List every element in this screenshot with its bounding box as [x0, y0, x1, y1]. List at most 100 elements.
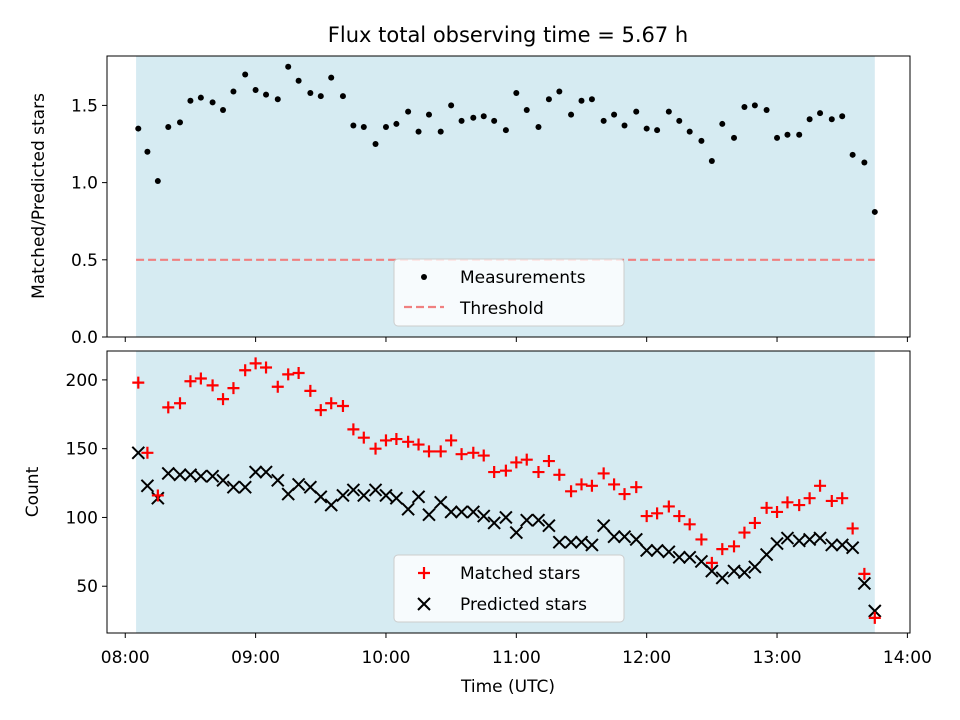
matched-star-point	[520, 453, 533, 466]
measurement-point	[372, 141, 379, 148]
x-tick-label: 14:00	[883, 648, 932, 668]
matched-star-point	[488, 466, 501, 479]
predicted-star-point	[531, 513, 546, 527]
predicted-star-point	[694, 554, 709, 569]
measurement-point	[295, 77, 302, 84]
measurement-point	[274, 96, 281, 103]
matched-star-point	[728, 540, 741, 553]
measurement-point	[425, 111, 432, 118]
matched-star-point	[325, 397, 338, 410]
predicted-star-point	[401, 502, 415, 516]
top-y-axis-label: Matched/Predicted stars	[29, 93, 49, 299]
predicted-star-point	[303, 480, 318, 494]
measurement-point	[350, 122, 357, 129]
matched-star-point	[542, 455, 555, 468]
measurement-point	[741, 103, 748, 110]
matched-star-point	[825, 494, 838, 507]
measurement-point	[784, 131, 791, 138]
predicted-star-point	[281, 487, 295, 501]
bottom-y-axis-label: Count	[23, 466, 43, 517]
matched-star-point	[390, 433, 403, 446]
measurement-point	[676, 117, 683, 124]
predicted-star-point	[422, 507, 436, 522]
measurement-point	[187, 97, 194, 104]
predicted-star-point	[835, 538, 849, 552]
top-y-axis-ticks: 0.0 0.5 1.0 1.5	[71, 96, 107, 348]
matched-star-point	[618, 488, 631, 501]
measurement-point	[849, 151, 856, 158]
matched-star-point	[239, 364, 252, 377]
measurement-point	[708, 157, 715, 164]
predicted-star-point	[259, 465, 273, 479]
predicted-star-point	[857, 576, 872, 591]
predicted-star-point	[617, 529, 632, 544]
bottom-x-axis-ticks: 08:00 09:00 10:00 11:00 12:00 13:00 14:00	[101, 633, 932, 668]
measurement-point	[719, 120, 726, 127]
measurement-point	[360, 124, 367, 131]
x-tick-label: 12:00	[622, 648, 671, 668]
matched-stars-points	[132, 357, 881, 624]
legend-threshold-label: Threshold	[459, 299, 544, 319]
predicted-star-point	[216, 473, 230, 488]
measurement-point	[242, 71, 249, 78]
predicted-star-point	[520, 513, 534, 527]
matched-star-point	[271, 380, 284, 393]
matched-star-point	[132, 376, 145, 389]
predicted-star-point	[650, 543, 664, 558]
x-tick-label: 08:00	[101, 648, 150, 668]
matched-star-point	[565, 485, 578, 498]
predicted-star-point	[564, 535, 578, 549]
predicted-star-point	[672, 550, 686, 565]
predicted-star-point	[411, 490, 426, 504]
top-legend-box	[393, 258, 625, 327]
matched-star-point	[793, 499, 806, 512]
measurement-point	[654, 127, 661, 134]
predicted-star-point	[813, 531, 827, 545]
predicted-star-point	[487, 516, 501, 530]
legend-predicted-label: Predicted stars	[460, 595, 587, 615]
bottom-legend: Matched stars Predicted stars	[393, 554, 625, 623]
matched-star-point	[422, 445, 435, 458]
matched-star-point	[738, 526, 751, 539]
predicted-star-point	[389, 491, 404, 505]
measurement-point	[861, 159, 868, 166]
measurement-point	[556, 88, 563, 95]
matched-star-point	[575, 478, 588, 491]
matched-star-point	[748, 516, 761, 529]
matched-star-point	[771, 505, 784, 518]
matched-star-point	[455, 448, 468, 461]
predicted-star-point	[845, 541, 860, 555]
matched-star-point	[174, 397, 186, 410]
matched-star-point	[803, 492, 816, 505]
predicted-star-point	[466, 505, 481, 519]
predicted-star-point	[759, 547, 774, 562]
measurement-point	[448, 102, 455, 109]
predicted-star-point	[607, 529, 621, 544]
measurement-point	[382, 124, 389, 131]
predicted-star-point	[748, 560, 762, 574]
predicted-star-point	[552, 535, 567, 549]
measurement-point	[600, 117, 607, 124]
measurement-point	[154, 178, 161, 185]
matched-star-point	[499, 464, 512, 477]
measurement-point	[437, 128, 444, 135]
x-tick-label: 11:00	[492, 648, 541, 668]
measurement-point	[220, 107, 227, 114]
measurement-point	[817, 110, 824, 117]
matched-star-point	[608, 478, 621, 491]
measurement-point	[568, 111, 575, 118]
predicted-star-point	[238, 480, 252, 494]
matched-star-point	[662, 500, 675, 513]
matched-star-point	[597, 467, 610, 480]
measurement-point	[470, 114, 477, 121]
matched-star-point	[467, 446, 480, 459]
matched-star-point	[868, 611, 881, 624]
matched-star-point	[760, 501, 773, 514]
predicted-star-point	[509, 525, 524, 540]
top-legend: Measurements Threshold	[393, 258, 625, 327]
x-tick-label: 09:00	[231, 648, 280, 668]
y-tick-label: 100	[66, 508, 98, 528]
x-tick-label: 13:00	[753, 648, 802, 668]
measurement-point	[621, 122, 628, 129]
chart-title: Flux total observing time = 5.67 h	[328, 23, 688, 47]
